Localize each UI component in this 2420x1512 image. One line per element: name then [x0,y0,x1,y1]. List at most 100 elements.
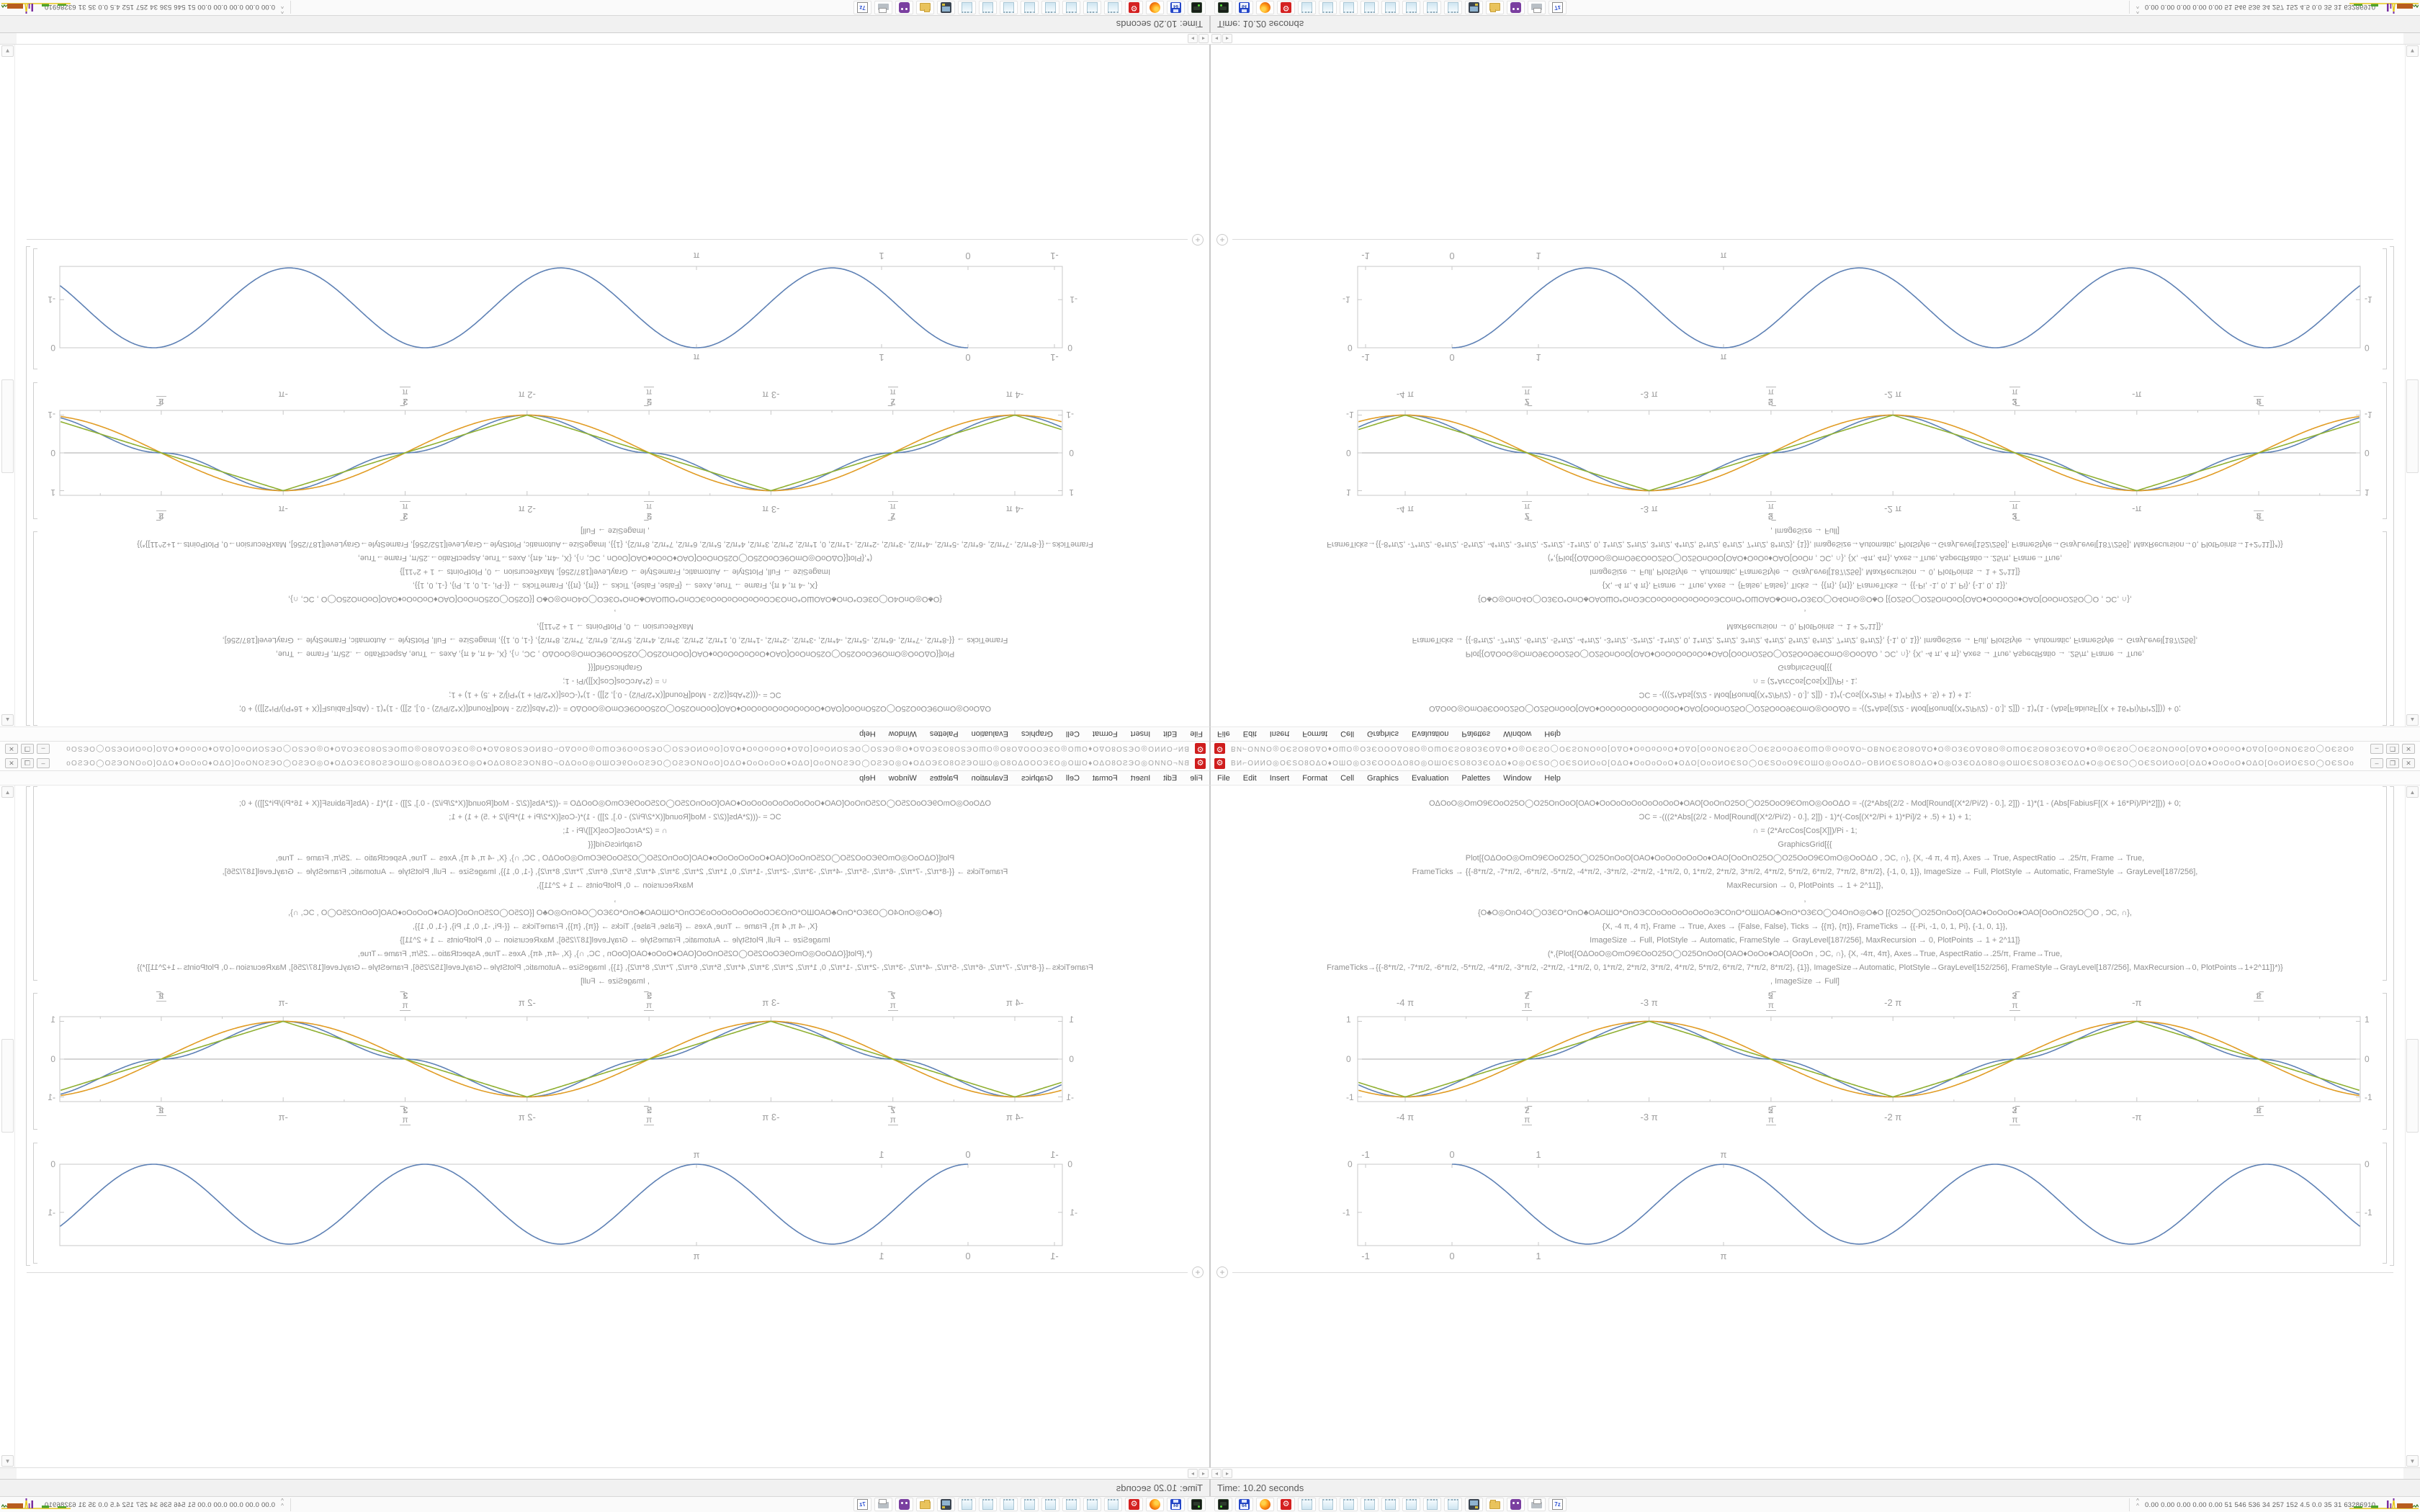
cell-bracket-output-2[interactable] [2383,1143,2387,1264]
taskbar-button-red-gear-app[interactable]: ⚙ [1277,1498,1295,1511]
menu-palettes[interactable]: Palettes [1461,729,1491,738]
taskbar-button-notepad[interactable] [1041,1,1059,14]
menu-file[interactable]: File [1190,774,1203,783]
cell-bracket-input[interactable] [2383,786,2387,981]
menu-window[interactable]: Window [1503,774,1532,783]
scroll-left-icon[interactable]: ◂ [1211,1469,1222,1478]
taskbar-button-notepad[interactable] [1319,1,1337,14]
taskbar-button-folder[interactable] [1486,1,1504,14]
scroll-left-icon[interactable]: ◂ [1198,34,1209,43]
taskbar-button-seven-zip[interactable]: 7z [1549,1498,1567,1511]
taskbar-button-notepad[interactable] [1423,1,1441,14]
menu-palettes[interactable]: Palettes [1461,774,1491,783]
cell-bracket-output-1[interactable] [2383,993,2387,1130]
menu-insert[interactable]: Insert [1130,729,1151,738]
insert-cell-line[interactable] [1232,239,2393,240]
menu-help[interactable]: Help [859,774,876,783]
taskbar-button-printer[interactable] [874,1498,892,1511]
taskbar-button-purple-app[interactable] [895,1,913,14]
taskbar-button-notepad[interactable] [1402,1,1420,14]
taskbar-button-floppy-64[interactable]: 64 [1167,1498,1185,1511]
menu-edit[interactable]: Edit [1242,774,1257,783]
vertical-scroll-thumb[interactable] [2406,379,2419,473]
taskbar-button-screenshot-tool[interactable] [937,1498,955,1511]
scroll-left-icon[interactable]: ◂ [1211,34,1222,43]
taskbar-button-notepad[interactable] [1062,1498,1080,1511]
horizontal-scrollbar[interactable]: ◂ ▸ [1210,33,2403,45]
menu-graphics[interactable]: Graphics [1021,774,1053,783]
taskbar-button-screenshot-tool[interactable] [1465,1,1483,14]
scroll-left-icon[interactable]: ◂ [1198,1469,1209,1478]
cell-bracket-input[interactable] [33,531,37,726]
taskbar-button-notepad[interactable] [958,1,976,14]
taskbar-button-notepad[interactable] [1021,1,1039,14]
taskbar-button-notepad[interactable] [1319,1498,1337,1511]
cell-bracket-output-2[interactable] [2383,248,2387,369]
input-code-cell[interactable]: ОΔОоО◎ОmО9ЄОоО25О◯О25ОnОоО[ОАО♦ОоОоОоОоО… [1240,797,2370,1013]
taskbar-button-seven-zip[interactable]: 7z [853,1,871,14]
stats-chevron-icon[interactable]: ^ ^ [281,1498,284,1509]
menu-file[interactable]: File [1217,774,1230,783]
insert-cell-plus-icon[interactable]: + [1192,234,1204,246]
menu-insert[interactable]: Insert [1130,774,1151,783]
taskbar-button-screenshot-tool[interactable] [1465,1498,1483,1511]
window-title-bar[interactable]: ⚙ ВИ⌐ОИИО◎ОЄЅО8ОΔО♦ОШО◎ОЗЄОООΔО8О◎ОШОЄЅО… [1210,756,2420,771]
menu-window[interactable]: Window [1503,729,1532,738]
cell-bracket-outer[interactable] [2390,246,2394,726]
menu-palettes[interactable]: Palettes [929,729,959,738]
taskbar-button-firefox[interactable] [1146,1498,1164,1511]
taskbar-button-notepad[interactable] [1298,1,1316,14]
insert-cell-line[interactable] [27,1272,1188,1273]
insert-cell-plus-icon[interactable]: + [1216,234,1228,246]
taskbar-button-firefox[interactable] [1256,1498,1274,1511]
scroll-right-icon[interactable]: ▸ [1222,1469,1232,1478]
menu-insert[interactable]: Insert [1269,729,1290,738]
vertical-scrollbar[interactable]: ▲ ▼ [2405,45,2419,726]
horizontal-scrollbar[interactable]: ◂ ▸ [17,33,1210,45]
scroll-down-icon[interactable]: ▼ [1,45,14,57]
scroll-right-icon[interactable]: ▸ [1188,34,1198,43]
scroll-up-icon[interactable]: ▲ [2406,714,2419,726]
taskbar-button-notepad[interactable] [1402,1498,1420,1511]
taskbar-button-floppy-64[interactable]: 64 [1235,1,1253,14]
taskbar-button-notepad[interactable] [1298,1498,1316,1511]
taskbar-button-printer[interactable] [874,1,892,14]
menu-format[interactable]: Format [1302,774,1328,783]
taskbar-button-notepad[interactable] [1083,1498,1101,1511]
menu-edit[interactable]: Edit [1163,729,1178,738]
menu-cell[interactable]: Cell [1340,729,1355,738]
menu-insert[interactable]: Insert [1269,774,1290,783]
menu-graphics[interactable]: Graphics [1367,729,1399,738]
taskbar-button-firefox[interactable] [1256,1,1274,14]
taskbar-button-drive-indicator[interactable] [1188,1498,1206,1511]
cell-bracket-outer[interactable] [26,246,30,726]
insert-cell-plus-icon[interactable]: + [1192,1266,1204,1278]
taskbar-button-notepad[interactable] [979,1,997,14]
horizontal-scrollbar[interactable]: ◂ ▸ [17,1467,1210,1479]
window-title-bar[interactable]: ⚙ ВИ⌐ОИИО◎ОЄЅО8ОΔО♦ОШО◎ОЗЄОООΔО8О◎ОШОЄЅО… [0,741,1210,756]
scroll-right-icon[interactable]: ▸ [1188,1469,1198,1478]
scroll-up-icon[interactable]: ▲ [2406,786,2419,798]
minimize-button[interactable]: – [2370,744,2383,754]
close-button[interactable]: ✕ [5,758,18,768]
menu-window[interactable]: Window [888,774,917,783]
taskbar-button-seven-zip[interactable]: 7z [1549,1,1567,14]
window-title-bar[interactable]: ⚙ ВИ⌐ОИИО◎ОЄЅО8ОΔО♦ОШО◎ОЗЄОООΔО8О◎ОШОЄЅО… [0,756,1210,771]
taskbar-button-red-gear-app[interactable]: ⚙ [1277,1,1295,14]
taskbar-button-notepad[interactable] [1083,1,1101,14]
taskbar-button-notepad[interactable] [1000,1498,1018,1511]
maximize-button[interactable]: ❐ [2386,758,2399,768]
taskbar-button-red-gear-app[interactable]: ⚙ [1125,1498,1143,1511]
taskbar-button-floppy-64[interactable]: 64 [1235,1498,1253,1511]
menu-edit[interactable]: Edit [1163,774,1178,783]
taskbar-button-drive-indicator[interactable] [1214,1498,1232,1511]
minimize-button[interactable]: – [37,744,50,754]
menu-cell[interactable]: Cell [1340,774,1355,783]
taskbar-button-folder[interactable] [916,1498,934,1511]
menu-format[interactable]: Format [1092,774,1118,783]
taskbar-button-printer[interactable] [1528,1498,1546,1511]
cell-bracket-output-1[interactable] [33,382,37,519]
menu-graphics[interactable]: Graphics [1021,729,1053,738]
taskbar-button-notepad[interactable] [1021,1498,1039,1511]
cell-bracket-outer[interactable] [2390,786,2394,1266]
